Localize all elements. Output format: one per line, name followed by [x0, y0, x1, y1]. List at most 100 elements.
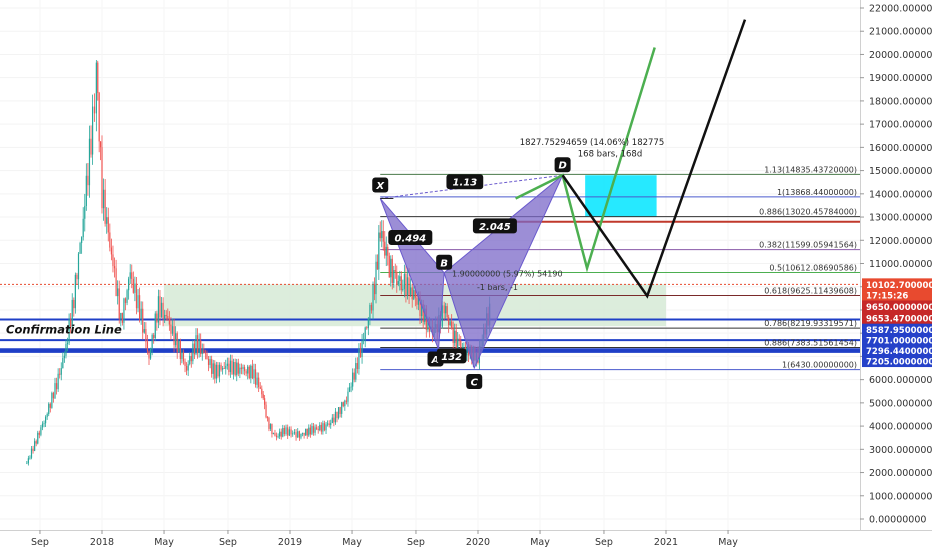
- candle-body: [285, 427, 287, 434]
- candle-body: [74, 274, 76, 309]
- candle-body: [355, 363, 357, 380]
- price-tick-label: 3000.00000000: [869, 445, 932, 456]
- price-tick-label: 12000.00000000: [869, 236, 932, 247]
- candle-body: [52, 392, 55, 399]
- candle-body: [344, 400, 346, 407]
- candle-body: [262, 394, 264, 399]
- candle-body: [118, 288, 120, 319]
- fib-level-label: 1(13868.44000000): [777, 188, 857, 197]
- candle-body: [117, 288, 119, 297]
- pattern-ratio-label: 132: [441, 352, 462, 363]
- candle-body: [200, 340, 202, 355]
- candle-body: [243, 367, 246, 372]
- candle-body: [413, 290, 415, 300]
- pattern-ratio-badge: [436, 348, 467, 364]
- time-tick-label: May: [154, 537, 174, 548]
- candle-body: [385, 246, 387, 256]
- candle-body: [135, 283, 138, 309]
- candle-body: [283, 427, 285, 434]
- time-tick-label: 2018: [90, 537, 114, 548]
- candle-body: [414, 290, 416, 298]
- candle-body: [265, 404, 267, 418]
- fib-level-label: 0.5(10612.08690586): [769, 264, 857, 273]
- pattern-point-label: B: [440, 258, 448, 269]
- candle-body: [301, 432, 304, 434]
- candle-body: [60, 368, 62, 375]
- pattern-ratio-label: 2.045: [479, 222, 511, 233]
- pattern-point-label: C: [471, 378, 479, 389]
- candle-body: [109, 232, 111, 248]
- candle-body: [223, 368, 225, 369]
- price-badge: [862, 334, 932, 347]
- candle-body: [316, 427, 318, 429]
- price-tick-label: 22000.00000000: [869, 4, 932, 15]
- candle-body: [84, 205, 86, 219]
- candle-body: [422, 304, 424, 323]
- pattern-point-label: A: [431, 355, 440, 366]
- candle-body: [372, 284, 374, 311]
- candle-body: [391, 258, 393, 283]
- candle-body: [102, 189, 105, 209]
- candle-body: [279, 431, 281, 437]
- candle-body: [323, 423, 326, 431]
- candle-body: [98, 92, 100, 142]
- candle-body: [88, 138, 91, 186]
- time-tick-label: May: [530, 537, 550, 548]
- candle-body: [446, 306, 448, 318]
- fib-level-label: 0.382(11599.05941564): [759, 241, 857, 250]
- candle-body: [30, 448, 33, 458]
- candle-body: [171, 326, 174, 334]
- candle-body: [107, 217, 109, 233]
- candle-body: [353, 372, 355, 380]
- candle-body: [421, 304, 423, 317]
- candle-body: [370, 304, 373, 311]
- candle-body: [327, 423, 329, 425]
- candle-body: [231, 360, 233, 375]
- candle-body: [156, 313, 158, 323]
- price-tick-label: 6000.00000000: [869, 375, 932, 386]
- candle-body: [97, 62, 99, 93]
- candle-body: [295, 432, 297, 438]
- candle-body: [146, 341, 149, 352]
- candle-body: [79, 243, 81, 254]
- candle-body: [179, 341, 181, 360]
- candle-body: [73, 299, 75, 309]
- candle-body: [266, 417, 269, 418]
- candle-body: [207, 358, 210, 365]
- candle-body: [293, 432, 295, 434]
- candle-body: [196, 335, 199, 353]
- candle-body: [204, 352, 206, 354]
- price-tick-label: 18000.00000000: [869, 96, 932, 107]
- candle-body: [182, 352, 185, 362]
- candle-body: [115, 268, 117, 297]
- candle-body: [226, 363, 228, 366]
- candle-body: [305, 428, 307, 436]
- candle-body: [258, 377, 260, 388]
- candle-body: [48, 403, 50, 415]
- candle-body: [41, 423, 44, 428]
- price-badge: [862, 300, 932, 313]
- candle-body: [320, 424, 322, 432]
- candle-body: [330, 423, 332, 426]
- candle-body: [277, 436, 279, 438]
- time-tick-label: Sep: [219, 537, 237, 548]
- candle-body: [220, 364, 222, 370]
- time-tick-label: May: [342, 537, 362, 548]
- candle-body: [153, 334, 155, 339]
- candle-body: [228, 363, 230, 373]
- candle-body: [192, 343, 194, 362]
- price-tick-label: 0.00000000: [869, 515, 926, 526]
- b-measure-label: 1.90000000 (5.97%) 54190: [452, 269, 563, 278]
- candle-body: [34, 441, 36, 451]
- price-badge-label: 7701.00000000: [866, 337, 932, 347]
- candle-body: [140, 308, 142, 320]
- candle-body: [77, 253, 80, 280]
- candle-body: [334, 411, 337, 423]
- price-badge: [862, 312, 932, 325]
- pattern-point-badge: [466, 374, 483, 390]
- projections: [515, 19, 747, 299]
- candle-body: [268, 417, 270, 429]
- candle-body: [214, 363, 216, 379]
